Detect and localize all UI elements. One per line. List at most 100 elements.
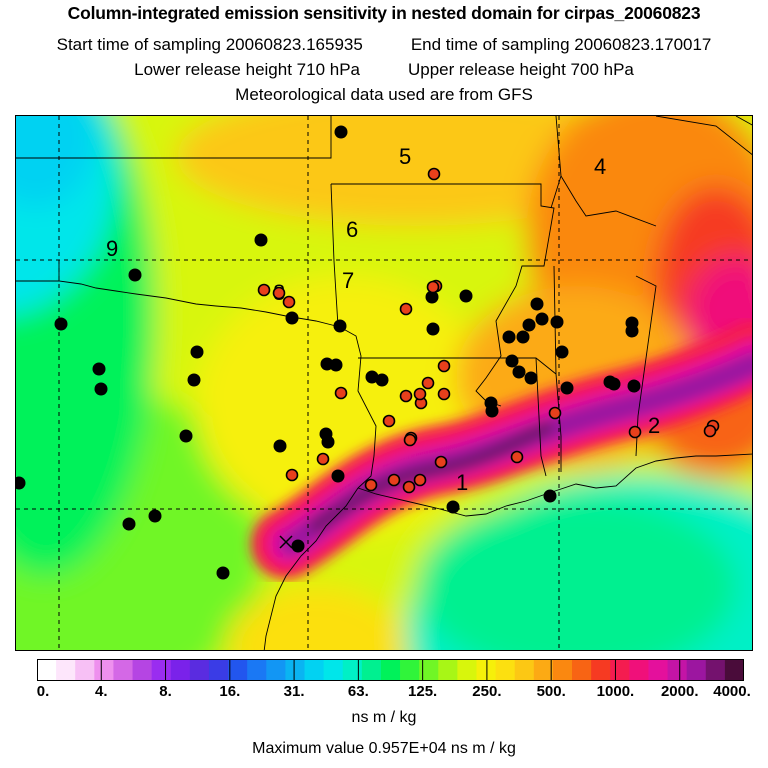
station-marker-black — [505, 354, 519, 368]
station-marker-black — [333, 319, 347, 333]
station-marker-black — [92, 362, 106, 376]
station-marker-red — [413, 387, 427, 401]
station-marker-black — [254, 233, 268, 247]
colorbar-tick-label: 63. — [347, 683, 369, 700]
colorbar-swatch — [132, 659, 153, 681]
colorbar-swatch — [380, 659, 401, 681]
colorbar-swatch — [151, 659, 172, 681]
station-marker-red — [399, 302, 413, 316]
station-marker-black — [502, 330, 516, 344]
station-marker-red — [421, 376, 435, 390]
station-marker-black — [187, 373, 201, 387]
station-marker-red — [272, 286, 286, 300]
met-data-label: Meteorological data used are from GFS — [235, 85, 533, 104]
station-marker-red — [437, 359, 451, 373]
colorbar-tick-label: 31. — [283, 683, 305, 700]
station-marker-black — [625, 324, 639, 338]
station-marker-black — [425, 290, 439, 304]
station-marker-red — [334, 386, 348, 400]
colorbar-swatch — [648, 659, 669, 681]
station-marker-black — [535, 312, 549, 326]
station-marker-black — [285, 311, 299, 325]
station-marker-black — [524, 371, 538, 385]
colorbar-swatch — [533, 659, 554, 681]
colorbar-swatch — [495, 659, 516, 681]
colorbar-swatch — [266, 659, 286, 681]
colorbar-ticks: 0. 4. 8. 16. 31. 63. 125. 250. 500. 1000. 2000. 400… — [0, 683, 768, 703]
station-marker-red — [548, 406, 562, 420]
station-marker-black — [365, 370, 379, 384]
colorbar-swatch — [438, 659, 458, 681]
start-time-label: Start time of sampling 20060823.165935 — [56, 35, 363, 54]
colorbar-swatch — [629, 659, 649, 681]
station-marker-red — [402, 480, 416, 494]
colorbar — [37, 659, 744, 681]
station-marker-black — [426, 322, 440, 336]
station-marker-black — [179, 429, 193, 443]
colorbar-swatch — [667, 659, 688, 681]
station-marker-black — [375, 373, 389, 387]
colorbar-tick-label: 4. — [95, 683, 108, 700]
station-marker-black — [627, 379, 641, 393]
colorbar-swatch — [361, 659, 382, 681]
region-label-5: 5 — [399, 144, 411, 169]
region-label-7: 7 — [342, 268, 354, 293]
station-marker-black — [560, 381, 574, 395]
station-marker-black — [94, 382, 108, 396]
station-marker-red — [382, 414, 396, 428]
station-marker-red — [282, 295, 296, 309]
station-marker-black — [550, 315, 564, 329]
station-marker-black — [216, 566, 230, 580]
station-marker-red — [285, 468, 299, 482]
sensitivity-field — [16, 116, 752, 650]
region-label-9: 9 — [106, 236, 118, 261]
graticule — [16, 116, 752, 650]
plot-title: Column-integrated emission sensitivity i… — [67, 3, 701, 23]
colorbar-tick-label: 1000. — [596, 683, 635, 700]
colorbar-swatch — [75, 659, 95, 681]
station-marker-black — [334, 125, 348, 139]
colorbar-swatch — [342, 659, 363, 681]
station-marker-red — [426, 280, 440, 294]
station-marker-black — [607, 377, 621, 391]
colorbar-swatch — [113, 659, 134, 681]
station-marker-red — [399, 389, 413, 403]
station-markers — [16, 125, 720, 580]
colorbar-swatch — [323, 659, 344, 681]
colorbar-swatch — [208, 659, 229, 681]
colorbar-swatch — [37, 659, 57, 681]
station-marker-red — [403, 433, 417, 447]
station-marker-black — [54, 317, 68, 331]
station-marker-red — [387, 473, 401, 487]
station-marker-red — [703, 424, 717, 438]
station-marker-black — [331, 469, 345, 483]
station-marker-red — [427, 167, 441, 181]
colorbar-swatch — [304, 659, 325, 681]
station-marker-red — [437, 387, 451, 401]
region-label-1: 1 — [456, 470, 468, 495]
release-heights: Lower release height 710 hPa Upper relea… — [0, 60, 768, 80]
map-canvas: 1 2 4 5 6 7 8 9 — [16, 116, 752, 650]
colorbar-tick-label: 500. — [536, 683, 566, 700]
plume-band — [251, 321, 752, 579]
station-marker-black — [459, 289, 473, 303]
colorbar-swatch — [189, 659, 210, 681]
colorbar-swatch — [514, 659, 535, 681]
station-marker-black — [485, 404, 499, 418]
region-label-2: 2 — [648, 413, 660, 438]
colorbar-tick-label: 0. — [36, 683, 50, 700]
end-time-label: End time of sampling 20060823.170017 — [410, 35, 712, 54]
colorbar-swatch — [228, 659, 248, 681]
emission-sensitivity-map: 1 2 4 5 6 7 8 9 — [15, 115, 753, 651]
colorbar-swatch — [686, 659, 707, 681]
colorbar-swatch — [705, 659, 726, 681]
colorbar-tick-label: 250. — [472, 683, 502, 700]
station-marker-black — [273, 439, 287, 453]
station-marker-red — [434, 455, 448, 469]
station-marker-red — [510, 450, 524, 464]
station-marker-black — [555, 345, 569, 359]
colorbar-swatch — [610, 659, 630, 681]
colorbar-swatch — [94, 659, 114, 681]
lower-release-label: Lower release height 710 hPa — [134, 60, 360, 79]
colorbar-swatch — [552, 659, 573, 681]
